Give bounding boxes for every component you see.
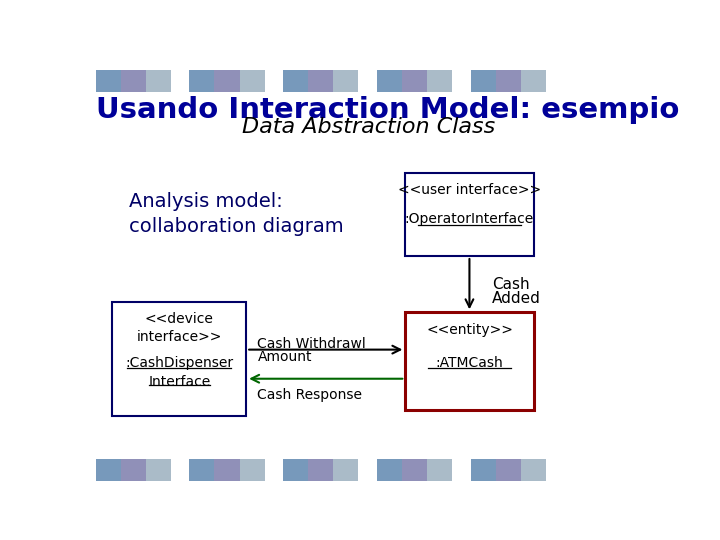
Bar <box>308 459 333 481</box>
Text: Analysis model:: Analysis model: <box>129 192 283 211</box>
Bar <box>96 459 121 481</box>
Text: <<user interface>>: <<user interface>> <box>398 183 541 197</box>
Bar <box>402 459 427 481</box>
Bar <box>189 459 215 481</box>
Text: Cash Withdrawl: Cash Withdrawl <box>258 337 366 351</box>
Text: :ATMCash: :ATMCash <box>436 356 503 370</box>
Bar <box>215 70 240 92</box>
Text: Cash: Cash <box>492 277 529 292</box>
Bar <box>189 70 215 92</box>
Text: Cash Response: Cash Response <box>258 388 362 402</box>
Text: Interface: Interface <box>148 375 210 389</box>
Bar <box>283 459 308 481</box>
Text: Added: Added <box>492 292 541 306</box>
Bar <box>521 70 546 92</box>
Text: collaboration diagram: collaboration diagram <box>129 217 343 235</box>
Text: :OperatorInterface: :OperatorInterface <box>405 212 534 226</box>
Bar <box>121 70 145 92</box>
Bar <box>145 459 171 481</box>
Text: Usando Interaction Model: esempio: Usando Interaction Model: esempio <box>96 96 679 124</box>
Bar <box>96 70 121 92</box>
Bar <box>121 459 145 481</box>
Bar <box>521 459 546 481</box>
Bar <box>145 70 171 92</box>
Bar <box>377 70 402 92</box>
Bar <box>495 70 521 92</box>
Bar <box>402 70 427 92</box>
Text: Data Abstraction Class: Data Abstraction Class <box>243 117 495 137</box>
Bar <box>240 70 265 92</box>
Bar <box>215 459 240 481</box>
FancyBboxPatch shape <box>112 302 246 416</box>
Bar <box>495 459 521 481</box>
Text: :CashDispenser: :CashDispenser <box>125 356 233 370</box>
Text: interface>>: interface>> <box>137 330 222 344</box>
Text: <<device: <<device <box>145 312 214 326</box>
Bar <box>427 70 452 92</box>
Bar <box>471 70 495 92</box>
Bar <box>333 70 359 92</box>
Bar <box>308 70 333 92</box>
Text: <<entity>>: <<entity>> <box>426 322 513 336</box>
Bar <box>333 459 359 481</box>
Bar <box>240 459 265 481</box>
Bar <box>471 459 495 481</box>
Text: Amount: Amount <box>258 349 312 363</box>
FancyBboxPatch shape <box>405 173 534 256</box>
Bar <box>377 459 402 481</box>
FancyBboxPatch shape <box>405 312 534 410</box>
Bar <box>283 70 308 92</box>
Bar <box>427 459 452 481</box>
